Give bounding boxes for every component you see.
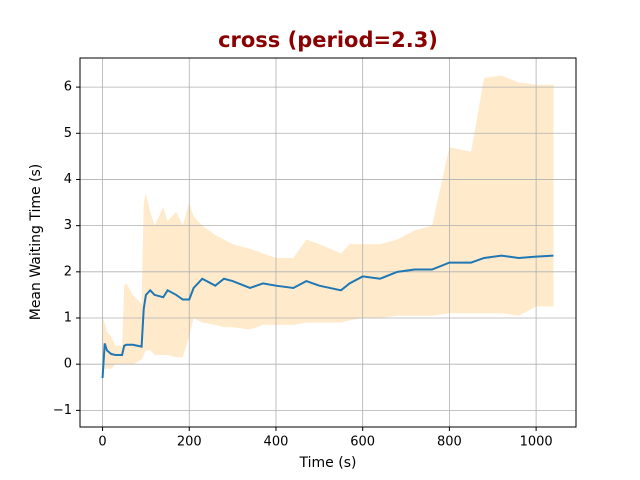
x-axis-label: Time (s) — [299, 455, 357, 471]
y-tick-label: 0 — [64, 357, 72, 372]
plot-frame — [79, 57, 577, 428]
x-tick-label: 400 — [264, 435, 289, 450]
line — [101, 254, 554, 379]
y-tick-label: 3 — [64, 218, 72, 233]
x-tick-label: 600 — [350, 435, 375, 450]
y-tick-label: 1 — [64, 311, 72, 326]
y-axis-label: Mean Waiting Time (s) — [28, 164, 44, 321]
y-tick-label: 4 — [64, 172, 72, 187]
x-tick-label: 200 — [177, 435, 202, 450]
y-tick-label: 2 — [64, 264, 72, 279]
x-tick-label: 1000 — [520, 435, 553, 450]
y-tick-label: −1 — [53, 403, 72, 418]
y-tick-label: 5 — [64, 126, 72, 141]
y-tick-label: 6 — [64, 80, 72, 95]
confidence-band — [102, 75, 554, 369]
x-tick-label: 800 — [437, 435, 462, 450]
chart-title: cross (period=2.3) — [218, 28, 438, 52]
x-tick-label: 0 — [98, 435, 106, 450]
